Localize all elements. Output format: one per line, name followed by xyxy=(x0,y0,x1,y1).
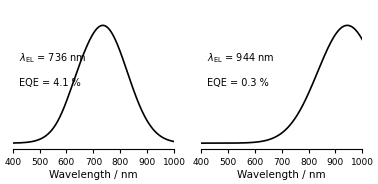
Text: $\lambda_{\mathrm{EL}}$ = 736 nm: $\lambda_{\mathrm{EL}}$ = 736 nm xyxy=(19,51,87,65)
Text: EQE = 0.3 %: EQE = 0.3 % xyxy=(208,78,269,88)
Text: EQE = 4.1 %: EQE = 4.1 % xyxy=(19,78,81,88)
X-axis label: Wavelength / nm: Wavelength / nm xyxy=(49,170,138,180)
Text: $\lambda_{\mathrm{EL}}$ = 944 nm: $\lambda_{\mathrm{EL}}$ = 944 nm xyxy=(208,51,275,65)
X-axis label: Wavelength / nm: Wavelength / nm xyxy=(237,170,326,180)
